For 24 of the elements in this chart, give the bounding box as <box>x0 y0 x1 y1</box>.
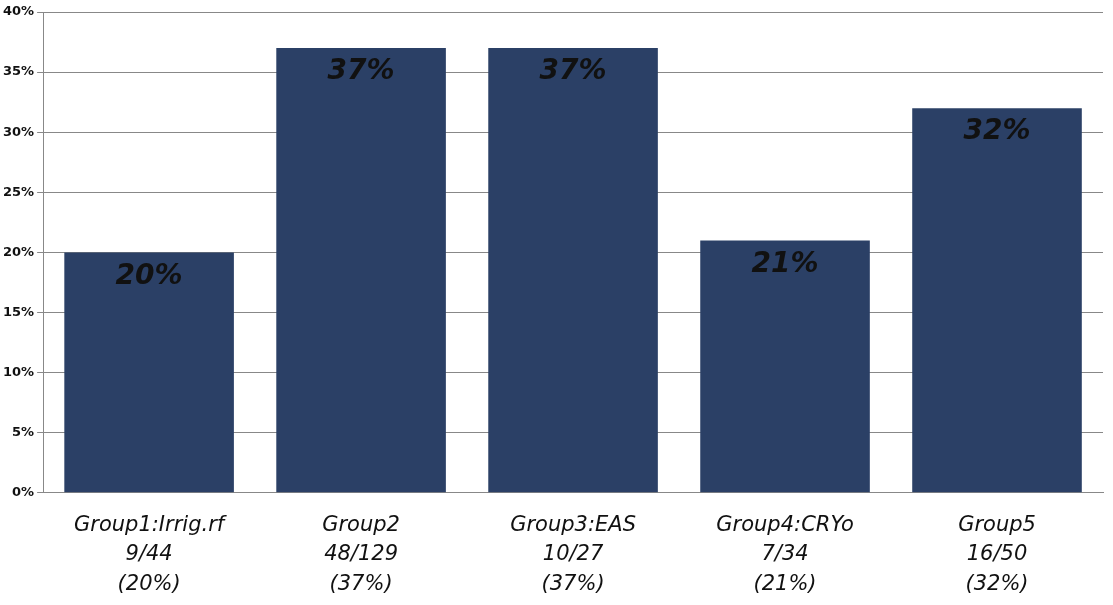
x-tick-label: Group3:EAS 10/27 (37%) <box>510 511 636 595</box>
x-tick-label: Group2 48/129 (37%) <box>322 511 400 595</box>
data-label: 37% <box>539 53 607 87</box>
y-tick-label: 15% <box>2 303 35 319</box>
data-label: 32% <box>963 113 1031 147</box>
x-tick-label: Group1:Irrig.rf 9/44 (20%) <box>74 511 228 595</box>
y-tick-label: 5% <box>12 424 35 440</box>
y-tick-label: 0% <box>12 484 35 500</box>
y-tick-label: 40% <box>2 3 35 19</box>
bar <box>64 252 234 493</box>
y-tick-label: 30% <box>2 123 35 139</box>
data-label: 21% <box>751 245 819 279</box>
y-tick-label: 35% <box>2 63 35 79</box>
bar <box>276 48 446 493</box>
data-label: 20% <box>115 257 183 291</box>
x-tick-label: Group4:CRYo 7/34 (21%) <box>716 511 854 595</box>
data-label: 37% <box>327 53 395 87</box>
bar <box>700 240 870 493</box>
y-tick-label: 20% <box>2 243 35 259</box>
bar <box>912 108 1082 493</box>
x-tick-label: Group5 16/50 (32%) <box>958 511 1036 595</box>
bar <box>488 48 658 493</box>
y-tick-label: 10% <box>2 363 35 379</box>
y-tick-label: 25% <box>2 183 35 199</box>
